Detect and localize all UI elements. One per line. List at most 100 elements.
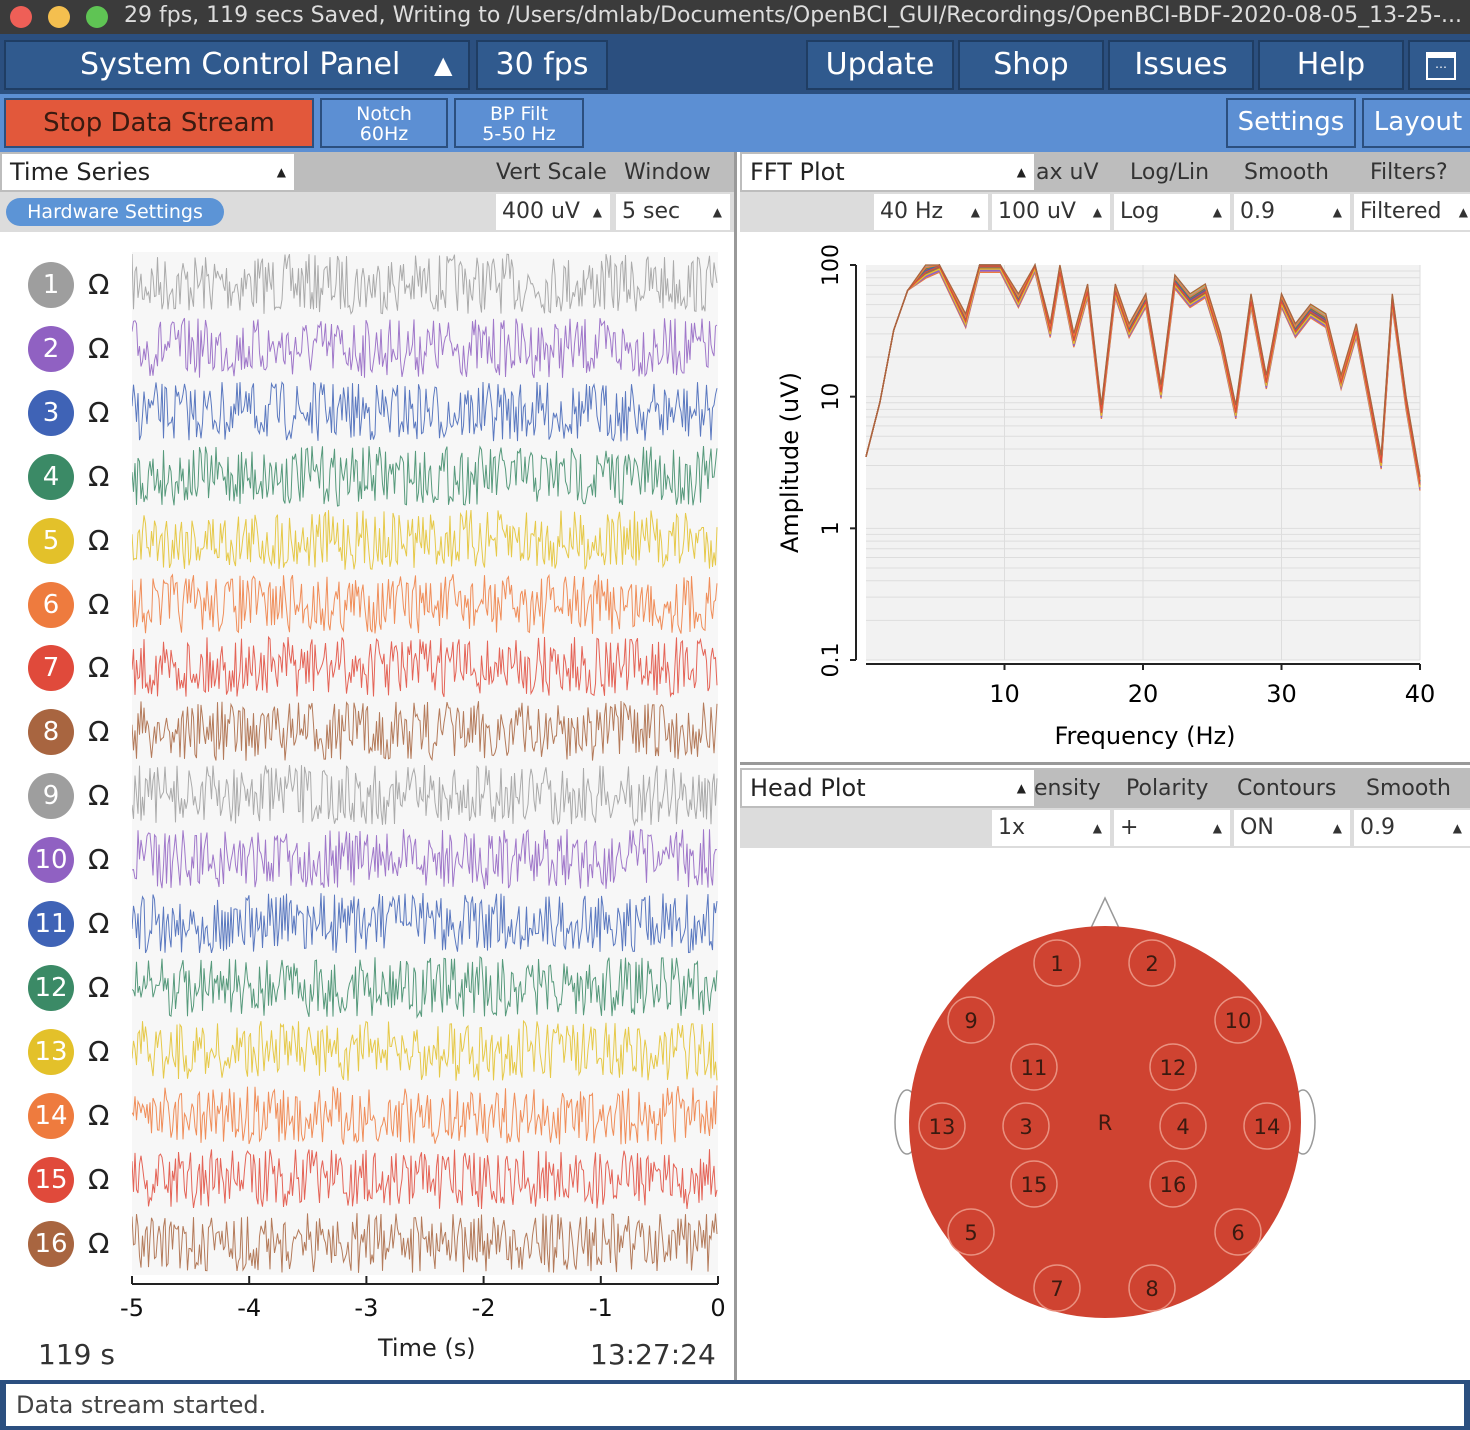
signal-trace [132,1212,718,1273]
contours-dropdown[interactable]: ON ▲ [1234,810,1350,846]
log-lin-dropdown[interactable]: Log ▲ [1114,194,1230,230]
close-window-button[interactable] [10,6,32,28]
fft-series-line [865,264,1421,485]
channel-toggle-button[interactable]: 6 [28,581,74,628]
max-uv-dropdown[interactable]: 100 uV ▲ [992,194,1110,230]
electrode-label: 4 [1176,1115,1189,1139]
vert-scale-dropdown[interactable]: 400 uV ▲ [496,194,610,230]
widget-selector[interactable]: FFT Plot ▲ [742,154,1034,190]
widget-selector[interactable]: Head Plot ▲ [742,770,1034,806]
electrode[interactable]: 15 [1010,1160,1058,1208]
channel-toggle-button[interactable]: 4 [28,453,74,500]
impedance-check-icon[interactable]: Ω [88,1162,110,1196]
channel-list: 1 Ω 749 uVrms2 Ω 753 uVrms3 Ω 735 uVrms4… [0,252,734,1282]
reference-label: R [1098,1111,1113,1135]
electrode[interactable]: 2 [1128,939,1176,987]
signal-trace [132,636,718,699]
system-control-panel-button[interactable]: System Control Panel ▲ [4,40,470,90]
impedance-check-icon[interactable]: Ω [88,395,110,429]
electrode[interactable]: 14 [1243,1102,1291,1150]
channel-row: 15 Ω 726 uVrms [18,1146,718,1211]
hardware-settings-button[interactable]: Hardware Settings [6,198,224,226]
intensity-dropdown[interactable]: 1x ▲ [992,810,1110,846]
electrode-label: 5 [964,1221,977,1245]
electrode[interactable]: 11 [1010,1043,1058,1091]
channel-toggle-button[interactable]: 7 [28,645,74,692]
electrode-label: 1 [1050,952,1063,976]
help-button[interactable]: Help [1258,40,1404,90]
channel-toggle-button[interactable]: 9 [28,773,74,820]
settings-button[interactable]: Settings [1226,98,1356,148]
electrode[interactable]: 8 [1128,1264,1176,1312]
channel-toggle-button[interactable]: 2 [28,325,74,372]
channel-row: 11 Ω 662 uVrms [18,891,718,955]
channel-toggle-button[interactable]: 12 [28,964,74,1011]
window-dropdown[interactable]: 5 sec ▲ [616,194,730,230]
impedance-check-icon[interactable]: Ω [88,843,110,877]
electrode[interactable]: 16 [1149,1160,1197,1208]
shop-button[interactable]: Shop [958,40,1104,90]
impedance-check-icon[interactable]: Ω [88,1098,110,1132]
channel-signal [132,1146,718,1211]
impedance-check-icon[interactable]: Ω [88,779,110,813]
fft-chart: 10 20 30 40 0.1 1 10 100 Amplitude (uV) Frequency… [776,244,1435,750]
channel-toggle-button[interactable]: 13 [28,1028,74,1075]
polarity-dropdown[interactable]: + ▲ [1114,810,1230,846]
smooth-dropdown[interactable]: 0.9 ▲ [1234,194,1350,230]
electrode[interactable]: 1 [1033,939,1081,987]
channel-toggle-button[interactable]: 3 [28,389,74,436]
y-tick-label: 1 [819,521,844,535]
impedance-check-icon[interactable]: Ω [88,459,110,493]
minimize-window-button[interactable] [48,6,70,28]
maximize-window-button[interactable] [86,6,108,28]
head-smooth-dropdown[interactable]: 0.9 ▲ [1354,810,1470,846]
window-title: 29 fps, 119 secs Saved, Writing to /User… [124,3,1462,28]
layout-button[interactable]: Layout [1362,98,1470,148]
electrode[interactable]: 7 [1033,1264,1081,1312]
intensity-label: ensity [1034,776,1101,801]
electrode[interactable]: 5 [947,1208,995,1256]
impedance-check-icon[interactable]: Ω [88,715,110,749]
impedance-check-icon[interactable]: Ω [88,970,110,1004]
impedance-check-icon[interactable]: Ω [88,1226,110,1260]
smooth-value: 0.9 [1240,199,1275,224]
issues-button[interactable]: Issues [1108,40,1254,90]
impedance-check-icon[interactable]: Ω [88,651,110,685]
channel-toggle-button[interactable]: 5 [28,517,74,564]
vert-scale-label: Vert Scale [496,160,607,185]
impedance-check-icon[interactable]: Ω [88,268,110,301]
channel-toggle-button[interactable]: 10 [28,837,74,884]
electrode[interactable]: 10 [1214,996,1262,1044]
bandpass-filter-button[interactable]: BP Filt 5-50 Hz [454,98,584,148]
electrode[interactable]: 4 [1159,1102,1207,1150]
notch-filter-button[interactable]: Notch 60Hz [320,98,448,148]
electrode[interactable]: 3 [1002,1102,1050,1150]
channel-toggle-button[interactable]: 8 [28,709,74,756]
impedance-check-icon[interactable]: Ω [88,1034,110,1068]
impedance-check-icon[interactable]: Ω [88,523,110,557]
electrode[interactable]: 13 [918,1102,966,1150]
fps-button[interactable]: 30 fps [476,40,608,90]
channel-row: 12 Ω 714 uVrms [18,954,718,1019]
time-series-header: Time Series ▲ Vert Scale Window [0,152,734,192]
filters-dropdown[interactable]: Filtered ▲ [1354,194,1470,230]
update-button[interactable]: Update [806,40,954,90]
smooth-label: Smooth [1244,160,1329,185]
console-button[interactable]: … [1408,40,1470,90]
impedance-check-icon[interactable]: Ω [88,587,110,621]
electrode[interactable]: 6 [1214,1208,1262,1256]
electrode[interactable]: 9 [947,996,995,1044]
channel-toggle-button[interactable]: 16 [28,1220,74,1267]
widget-name: Time Series [10,158,151,186]
channel-toggle-button[interactable]: 11 [28,901,74,947]
electrode[interactable]: 12 [1149,1043,1197,1091]
widget-selector[interactable]: Time Series ▲ [2,154,294,190]
impedance-check-icon[interactable]: Ω [88,907,110,940]
channel-toggle-button[interactable]: 15 [28,1156,74,1203]
channel-signal [132,252,718,316]
channel-toggle-button[interactable]: 1 [28,262,74,308]
impedance-check-icon[interactable]: Ω [88,331,110,365]
stop-data-stream-button[interactable]: Stop Data Stream [4,98,314,148]
channel-toggle-button[interactable]: 14 [28,1092,74,1139]
max-freq-dropdown[interactable]: 40 Hz ▲ [874,194,988,230]
